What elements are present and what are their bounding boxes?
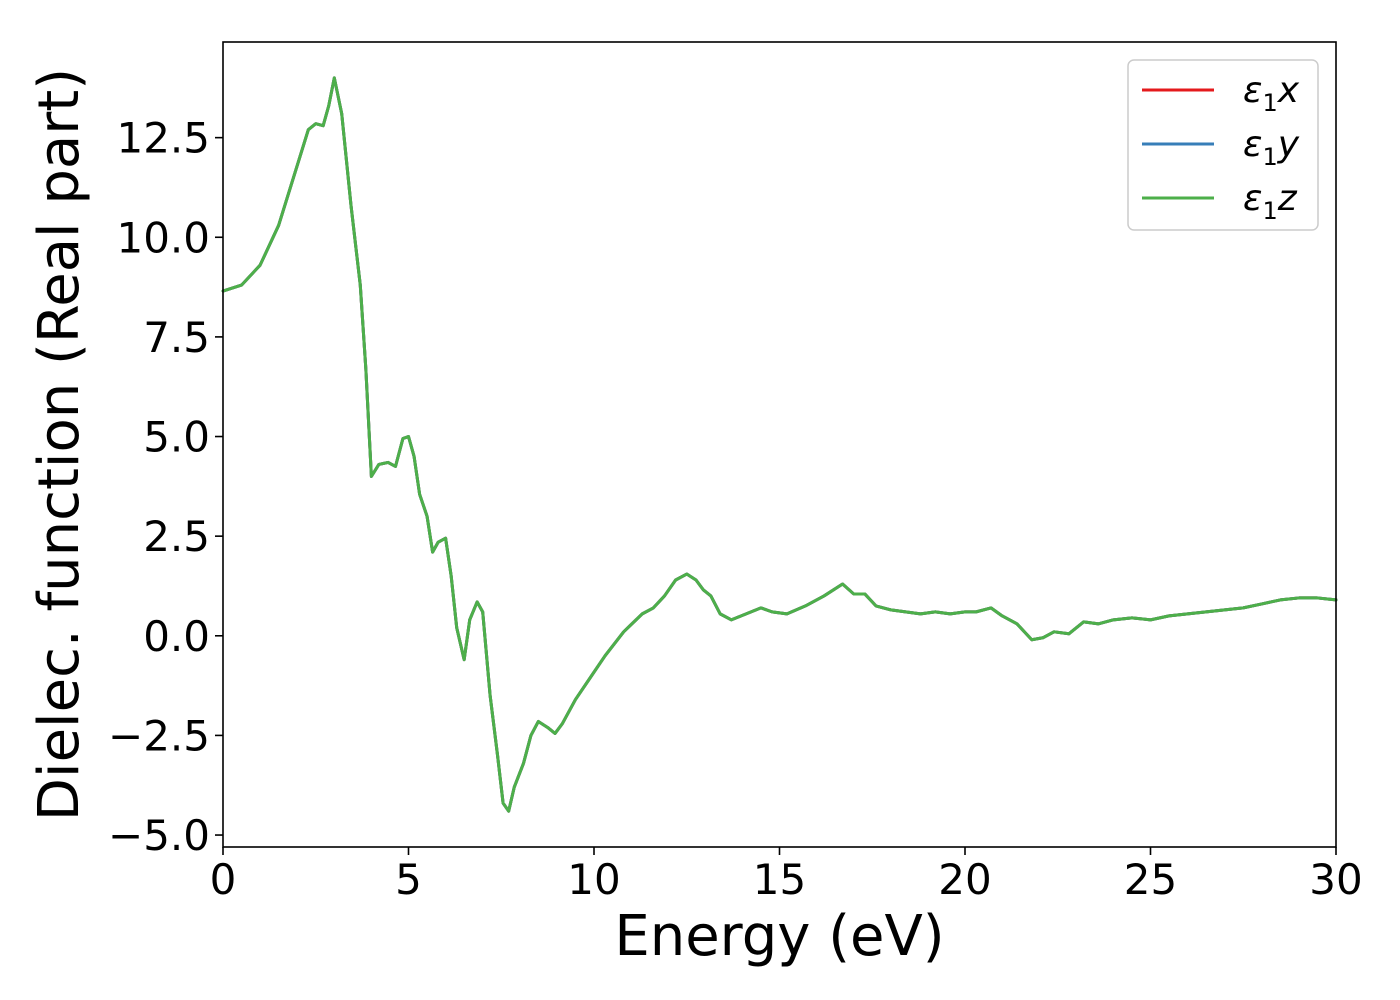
series-line-z [221, 76, 1338, 813]
legend-box [1127, 59, 1319, 231]
legend-label-z: ε1z [1243, 178, 1298, 225]
x-axis-title: Energy (eV) [614, 904, 944, 969]
series-layer [221, 76, 1338, 813]
y-tick-label: 10.0 [116, 213, 210, 262]
y-axis-title: Dielec. function (Real part) [27, 68, 92, 821]
legend-label-x: ε1x [1243, 70, 1300, 117]
y-tick-label: 0.0 [143, 612, 210, 661]
x-tick-label: 25 [1124, 855, 1177, 904]
y-tick-label: 2.5 [143, 512, 210, 561]
y-tick-label: −5.0 [108, 811, 210, 860]
x-axis-ticks: 0 5 10 15 20 25 30 [210, 847, 1363, 904]
y-axis-ticks: −5.0 −2.5 0.0 2.5 5.0 7.5 10.0 12.5 [108, 114, 223, 860]
x-tick-label: 20 [938, 855, 991, 904]
x-tick-label: 5 [395, 855, 422, 904]
y-tick-label: −2.5 [108, 711, 210, 760]
y-tick-label: 12.5 [116, 114, 210, 163]
y-tick-label: 7.5 [143, 313, 210, 362]
x-tick-label: 30 [1309, 855, 1362, 904]
legend: ε1x ε1y ε1z [1127, 59, 1319, 231]
x-tick-label: 0 [210, 855, 237, 904]
y-tick-label: 5.0 [143, 413, 210, 462]
x-tick-label: 15 [753, 855, 806, 904]
x-tick-label: 10 [567, 855, 620, 904]
legend-label-y: ε1y [1243, 124, 1300, 171]
